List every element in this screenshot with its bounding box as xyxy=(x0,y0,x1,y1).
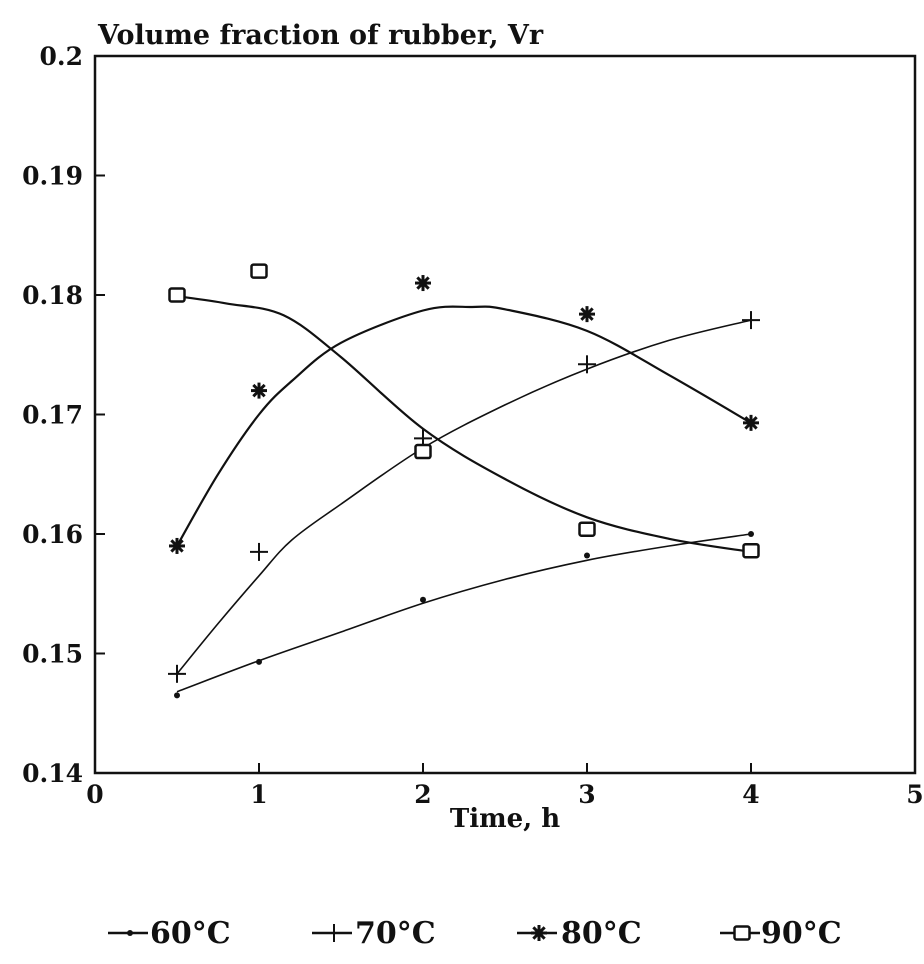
data-point xyxy=(174,692,180,699)
y-tick-label: 0.18 xyxy=(22,281,83,310)
data-point xyxy=(169,537,185,554)
data-point xyxy=(578,521,596,537)
legend-item: 80°C xyxy=(517,916,642,951)
data-point xyxy=(415,275,431,292)
y-tick-label: 0.2 xyxy=(40,42,84,71)
series-0 xyxy=(174,531,754,699)
series-1 xyxy=(168,311,760,683)
y-tick-label: 0.15 xyxy=(22,640,83,669)
legend-label: 90°C xyxy=(761,916,842,951)
series-layer xyxy=(168,263,760,699)
series-2 xyxy=(169,275,759,554)
y-tick-label: 0.14 xyxy=(22,759,83,788)
x-axis-ticks: 0 1 2 3 4 5 xyxy=(86,763,924,809)
x-tick-label: 3 xyxy=(578,780,595,809)
y-tick-label: 0.17 xyxy=(22,401,83,430)
data-point xyxy=(250,263,268,279)
x-tick-label: 2 xyxy=(414,780,431,809)
legend-marker xyxy=(127,930,133,936)
x-axis-label: Time, h xyxy=(450,804,560,834)
legend: 60°C 70°C 80°C 90°C xyxy=(108,916,842,951)
x-tick-label: 5 xyxy=(906,780,923,809)
legend-marker xyxy=(733,925,751,941)
series-3 xyxy=(168,263,760,559)
legend-marker xyxy=(325,924,343,942)
y-axis-ticks: 0.14 0.15 0.16 0.17 0.18 0.19 0.2 xyxy=(22,42,105,788)
legend-item: 60°C xyxy=(108,916,231,951)
data-point xyxy=(742,542,760,559)
legend-label: 80°C xyxy=(561,916,642,951)
chart-title: Volume fraction of rubber, Vr xyxy=(97,20,544,51)
data-point xyxy=(251,382,267,399)
x-tick-label: 4 xyxy=(742,780,759,809)
data-point xyxy=(584,552,590,559)
x-tick-label: 0 xyxy=(86,780,103,809)
series-line xyxy=(176,533,752,693)
legend-marker xyxy=(531,925,547,941)
data-point xyxy=(414,443,432,460)
data-point xyxy=(742,311,760,330)
data-point xyxy=(748,531,754,537)
data-point xyxy=(579,306,595,323)
data-point xyxy=(578,355,596,374)
legend-label: 60°C xyxy=(150,916,231,951)
data-point xyxy=(420,596,426,603)
plot-frame xyxy=(93,54,917,775)
y-tick-label: 0.19 xyxy=(22,162,83,191)
data-point xyxy=(256,658,262,665)
legend-item: 90°C xyxy=(720,916,842,951)
data-point xyxy=(250,542,268,561)
y-tick-label: 0.16 xyxy=(22,520,83,549)
series-line xyxy=(176,319,752,675)
series-line xyxy=(176,305,752,547)
data-point xyxy=(743,414,759,431)
legend-label: 70°C xyxy=(355,916,436,951)
legend-item: 70°C xyxy=(312,916,436,951)
data-point xyxy=(168,287,186,303)
series-line xyxy=(176,295,752,553)
data-point xyxy=(168,664,186,683)
x-tick-label: 1 xyxy=(250,780,267,809)
